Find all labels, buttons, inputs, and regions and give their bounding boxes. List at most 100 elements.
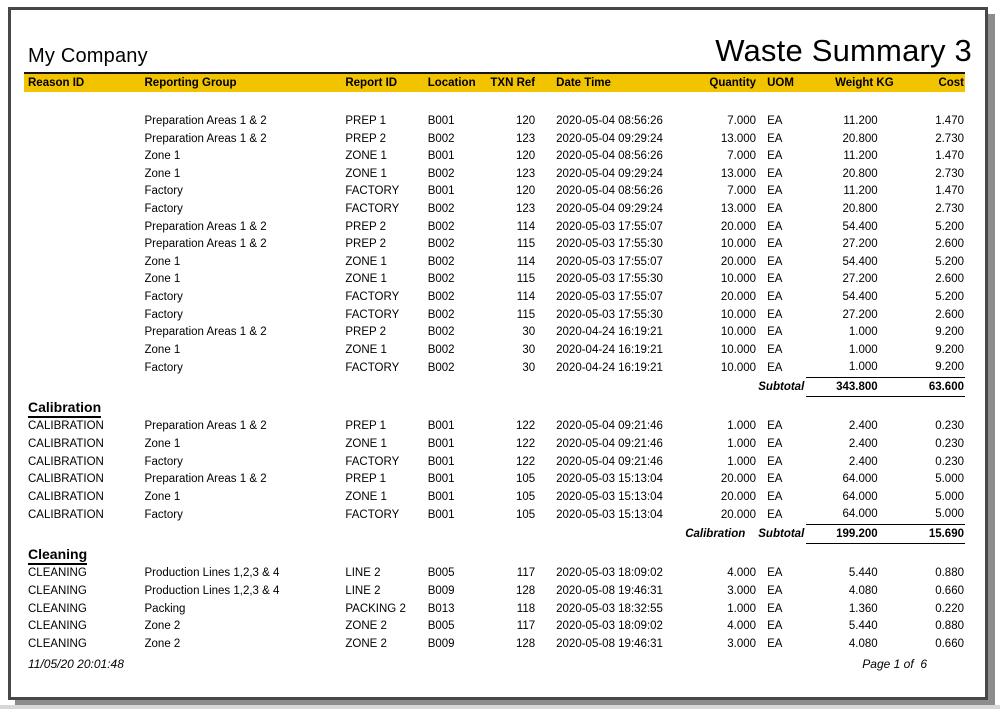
cell-reason: CALIBRATION <box>28 473 104 486</box>
cell-report_id: FACTORY <box>345 508 400 521</box>
cell-group: Zone 1 <box>144 255 181 268</box>
cell-qty: 10.000 <box>720 273 757 286</box>
cell-cost: 2.730 <box>935 167 964 180</box>
cell-report_id: ZONE 1 <box>345 438 387 450</box>
cell-report_id: ZONE 2 <box>345 620 387 633</box>
cell-uom: EA <box>767 326 783 339</box>
cell-location: B001 <box>427 455 455 468</box>
cell-datetime: 2020-05-03 15:13:04 <box>556 473 663 486</box>
cell-qty: 10.000 <box>720 326 757 339</box>
cell-report_id: FACTORY <box>345 361 400 374</box>
cell-cost: 5.000 <box>935 508 964 521</box>
cell-datetime: 2020-05-04 09:21:46 <box>556 420 663 433</box>
table-row: Preparation Areas 1 & 2 PREP 2 B002 123 2020… <box>24 131 965 149</box>
table-row: CALIBRATION Zone 1 ZONE 1 B001 122 2020-05-04… <box>24 436 965 454</box>
cell-cost: 5.200 <box>935 255 964 268</box>
cell-datetime: 2020-04-24 16:19:21 <box>556 326 663 339</box>
cell-datetime: 2020-05-03 17:55:07 <box>556 220 663 233</box>
cell-uom: EA <box>767 238 783 251</box>
cell-uom: EA <box>767 438 783 450</box>
section-title-row: Cleaning <box>24 543 965 565</box>
cell-location: B002 <box>427 273 455 286</box>
column-header: Date Time <box>535 72 708 92</box>
column-header: Reporting Group <box>144 72 346 92</box>
cell-qty: 3.000 <box>727 585 757 598</box>
cell-datetime: 2020-05-04 08:56:26 <box>556 185 663 198</box>
cell-txn: 122 <box>515 455 536 468</box>
cell-cost: 0.220 <box>935 602 964 615</box>
table-row: Factory FACTORY B001 120 2020-05-04 08:56:26… <box>24 183 965 201</box>
section-title-cell <box>24 92 965 113</box>
cell-qty: 10.000 <box>720 238 757 251</box>
cell-datetime: 2020-05-03 17:55:30 <box>556 308 663 321</box>
cell-cost: 0.660 <box>935 585 964 598</box>
cell-reason <box>24 324 145 342</box>
cell-report_id: ZONE 1 <box>345 273 387 286</box>
cell-report_id: FACTORY <box>345 455 400 468</box>
cell-location: B002 <box>427 290 455 303</box>
cell-reason <box>24 359 145 377</box>
cell-report_id: PREP 1 <box>345 420 387 433</box>
section-title-row: Calibration <box>24 396 965 418</box>
cell-qty: 20.000 <box>720 473 757 486</box>
table-row: Zone 1 ZONE 1 B001 120 2020-05-04 08:56:26 7.… <box>24 148 965 166</box>
cell-txn: 118 <box>516 602 536 615</box>
section-gap-row <box>24 92 965 113</box>
table-row: Zone 1 ZONE 1 B002 115 2020-05-03 17:55:30 10… <box>24 271 965 289</box>
cell-weight: 20.800 <box>842 202 878 215</box>
cell-group: Preparation Areas 1 & 2 <box>144 132 267 145</box>
cell-datetime: 2020-05-04 09:21:46 <box>556 455 663 468</box>
cell-datetime: 2020-05-04 09:29:24 <box>556 132 663 145</box>
subtotal-row: Subtotal 343.800 63.600 <box>24 376 965 397</box>
table-row: CLEANING Zone 2 ZONE 2 B005 117 2020-05-03 18… <box>24 618 965 636</box>
cell-qty: 7.000 <box>727 150 757 163</box>
cell-group: Preparation Areas 1 & 2 <box>144 115 267 127</box>
cell-txn: 117 <box>516 620 536 633</box>
section-title-cell: Calibration <box>24 396 965 418</box>
cell-group: Zone 1 <box>144 150 181 163</box>
cell-cost: 0.880 <box>935 620 964 633</box>
cell-reason: CALIBRATION <box>28 438 104 450</box>
cell-weight: 64.000 <box>842 508 878 521</box>
cell-weight: 54.400 <box>842 255 878 268</box>
cell-reason: CLEANING <box>28 602 87 615</box>
cell-uom: EA <box>767 132 783 145</box>
cell-uom: EA <box>767 473 783 486</box>
cell-group: Zone 2 <box>144 620 181 633</box>
cell-group: Zone 2 <box>144 637 181 650</box>
cell-txn: 114 <box>516 255 536 268</box>
cell-report_id: ZONE 1 <box>345 255 387 268</box>
table-header-band: Reason ID Reporting Group Report ID Locatio… <box>24 72 965 92</box>
cell-datetime: 2020-05-04 09:21:46 <box>556 438 663 450</box>
table-row: CALIBRATION Factory FACTORY B001 105 2020-05-… <box>24 506 965 524</box>
cell-cost: 0.880 <box>935 567 964 580</box>
cell-reason <box>24 219 145 237</box>
cell-weight: 20.800 <box>842 167 878 180</box>
cell-cost: 1.470 <box>935 185 964 198</box>
subtotal-label: Subtotal <box>758 380 805 393</box>
cell-qty: 1.000 <box>727 602 757 615</box>
page-number: Page 1 of 6 <box>862 657 927 671</box>
cell-reason: CALIBRATION <box>28 508 104 521</box>
cell-txn: 120 <box>515 150 536 163</box>
cell-uom: EA <box>767 361 783 374</box>
cell-uom: EA <box>767 637 783 650</box>
cell-weight: 27.200 <box>842 273 878 286</box>
cell-location: B002 <box>427 132 455 145</box>
cell-group: Packing <box>144 602 186 615</box>
cell-cost: 2.600 <box>935 308 964 321</box>
cell-txn: 105 <box>515 473 536 486</box>
cell-qty: 1.000 <box>727 438 757 450</box>
cell-qty: 7.000 <box>727 115 757 127</box>
cell-group: Zone 1 <box>144 490 181 503</box>
subtotal-prefix: Calibration <box>685 527 746 540</box>
cell-group: Preparation Areas 1 & 2 <box>144 238 267 251</box>
cell-reason <box>24 131 145 149</box>
cell-weight: 11.200 <box>843 150 878 163</box>
cell-weight: 64.000 <box>842 473 878 486</box>
cell-weight: 1.000 <box>848 361 878 374</box>
cell-group: Factory <box>144 308 183 321</box>
cell-datetime: 2020-05-03 17:55:30 <box>556 238 663 251</box>
cell-weight: 1.000 <box>848 326 878 339</box>
column-header: Report ID <box>345 72 428 92</box>
